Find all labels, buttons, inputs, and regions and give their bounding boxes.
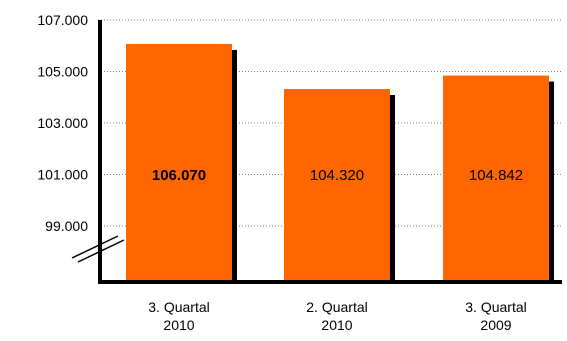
bar-value-label: 104.320	[310, 167, 364, 184]
x-category-label: 3. Quartal 2010	[148, 299, 209, 333]
x-axis-line	[98, 280, 562, 284]
bar-shadow	[390, 95, 395, 280]
x-category-label-line: 2010	[321, 317, 352, 333]
x-category-label: 3. Quartal 2009	[465, 299, 526, 333]
y-axis: 99.000 101.000 103.000 105.000 107.000	[37, 12, 125, 284]
y-tick-label: 103.000	[37, 115, 88, 131]
y-tick-label: 99.000	[45, 218, 88, 234]
bar-value-label: 104.842	[469, 167, 523, 184]
bar-shadow	[549, 81, 554, 280]
bar	[284, 89, 390, 280]
axis-break-mark	[77, 239, 125, 263]
axis-break-mark	[71, 235, 119, 259]
y-tick-label: 107.000	[37, 12, 88, 28]
y-axis-line	[98, 20, 102, 284]
bars	[126, 43, 554, 281]
x-axis	[98, 280, 562, 284]
x-category-label-line: 2. Quartal	[306, 299, 367, 315]
x-category-label-line: 2009	[480, 317, 511, 333]
x-category-label-line: 2010	[163, 317, 194, 333]
x-category-label-line: 3. Quartal	[465, 299, 526, 315]
x-category-label-line: 3. Quartal	[148, 299, 209, 315]
bar-shadow	[232, 49, 237, 281]
x-category-label: 2. Quartal 2010	[306, 299, 367, 333]
bar-value-label: 106.070	[152, 167, 206, 184]
bar	[443, 75, 549, 280]
bar	[126, 43, 232, 281]
y-tick-label: 105.000	[37, 64, 88, 80]
y-tick-label: 101.000	[37, 167, 88, 183]
